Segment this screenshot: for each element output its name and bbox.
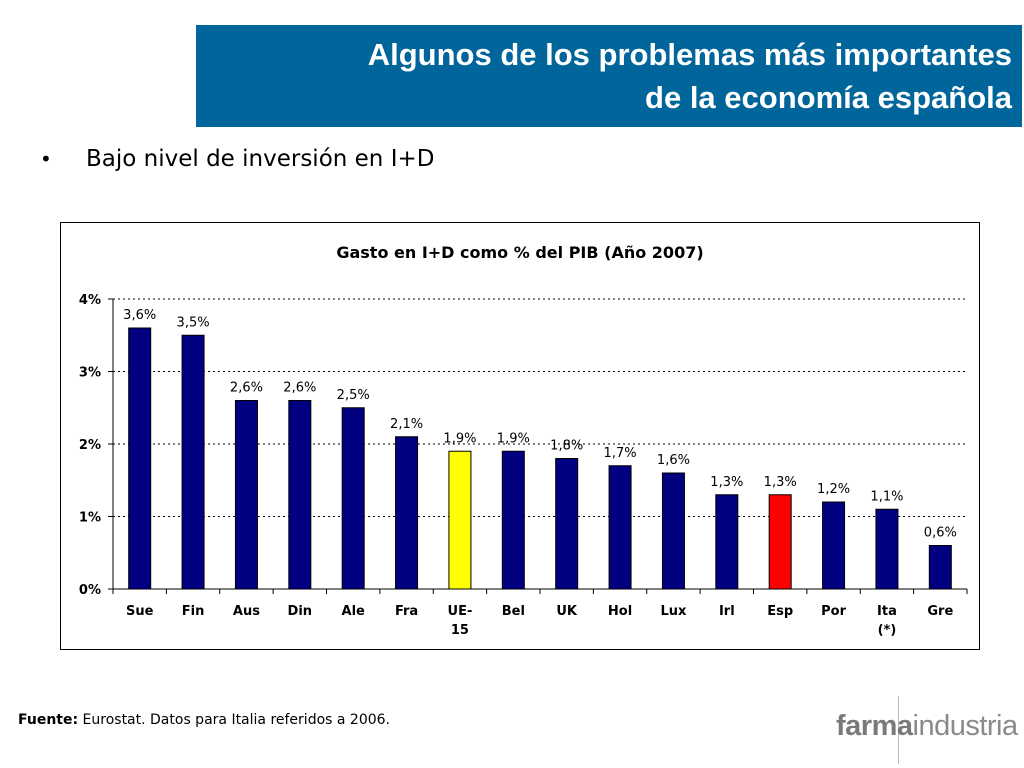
data-label: 3,6% — [123, 308, 156, 323]
bar — [875, 508, 899, 590]
y-tick-label: 2% — [79, 438, 101, 453]
bullet-item: • Bajo nivel de inversión en I+D — [40, 146, 434, 172]
x-tick-label: Ita (*) — [877, 604, 897, 638]
logo-part-2: industria — [912, 710, 1019, 742]
x-tick-label: UK — [556, 604, 578, 619]
data-label: 1,6% — [657, 453, 690, 468]
data-label: 1,9% — [443, 431, 476, 446]
y-tick-label: 3% — [79, 366, 101, 381]
x-tick-label: Hol — [608, 604, 632, 619]
data-label: 1,8% — [550, 439, 583, 454]
data-label: 1,3% — [764, 475, 797, 490]
bar — [928, 545, 952, 590]
source-label: Fuente: — [18, 712, 79, 728]
x-tick-label: Sue — [126, 604, 154, 619]
data-label: 2,6% — [283, 381, 316, 396]
y-tick-label: 4% — [79, 293, 101, 308]
x-tick-label: Irl — [719, 604, 735, 619]
x-tick-label: Fra — [395, 604, 418, 619]
x-tick-label: Esp — [767, 604, 793, 619]
logo-part-1: farma — [836, 710, 913, 742]
bar — [822, 501, 846, 590]
bar-chart: Gasto en I+D como % del PIB (Año 2007) 0%… — [79, 243, 968, 638]
data-label: 2,1% — [390, 417, 423, 432]
x-tick-label: Din — [288, 604, 313, 619]
data-label: 1,7% — [604, 446, 637, 461]
data-label: 0,6% — [924, 526, 957, 541]
bar — [341, 407, 365, 590]
bar — [715, 494, 739, 590]
bar — [181, 334, 205, 590]
x-tick-label: Bel — [502, 604, 525, 619]
slide-title: Algunos de los problemas más importantes… — [196, 25, 1022, 127]
bar — [555, 458, 579, 590]
bullet-dot-icon: • — [40, 147, 52, 171]
x-tick-label: Aus — [233, 604, 260, 619]
data-label: 3,5% — [177, 315, 210, 330]
chart-title: Gasto en I+D como % del PIB (Año 2007) — [336, 243, 703, 262]
source-note: Fuente: Eurostat. Datos para Italia refe… — [18, 712, 390, 728]
chart-frame: Gasto en I+D como % del PIB (Año 2007) 0%… — [60, 222, 980, 650]
bar — [608, 465, 632, 590]
bar — [128, 327, 152, 590]
bar — [395, 436, 419, 590]
farmaindustria-logo: farmaindustria — [836, 710, 1018, 743]
x-tick-label: Fin — [182, 604, 205, 619]
data-label: 1,1% — [870, 489, 903, 504]
bar — [234, 400, 258, 590]
bar — [501, 450, 525, 590]
data-label: 1,2% — [817, 482, 850, 497]
data-label: 2,5% — [337, 388, 370, 403]
bar — [661, 472, 685, 590]
x-tick-label: Ale — [342, 604, 366, 619]
y-tick-label: 1% — [79, 511, 101, 526]
bar — [448, 450, 472, 590]
bar — [288, 400, 312, 590]
bar — [768, 494, 792, 590]
slide-title-line-2: de la economía española — [645, 80, 1012, 115]
source-text: Eurostat. Datos para Italia referidos a … — [78, 712, 390, 728]
slide-title-line-1: Algunos de los problemas más importantes — [367, 37, 1012, 72]
y-tick-label: 0% — [79, 583, 101, 598]
bullet-text: Bajo nivel de inversión en I+D — [86, 146, 435, 172]
data-label: 1,3% — [710, 475, 743, 490]
logo-divider — [898, 696, 899, 764]
data-label: 1,9% — [497, 431, 530, 446]
data-label: 2,6% — [230, 381, 263, 396]
x-tick-label: Lux — [660, 604, 687, 619]
x-tick-label: Gre — [927, 604, 953, 619]
x-tick-label: Por — [821, 604, 846, 619]
x-tick-label: UE-15 — [448, 604, 473, 638]
